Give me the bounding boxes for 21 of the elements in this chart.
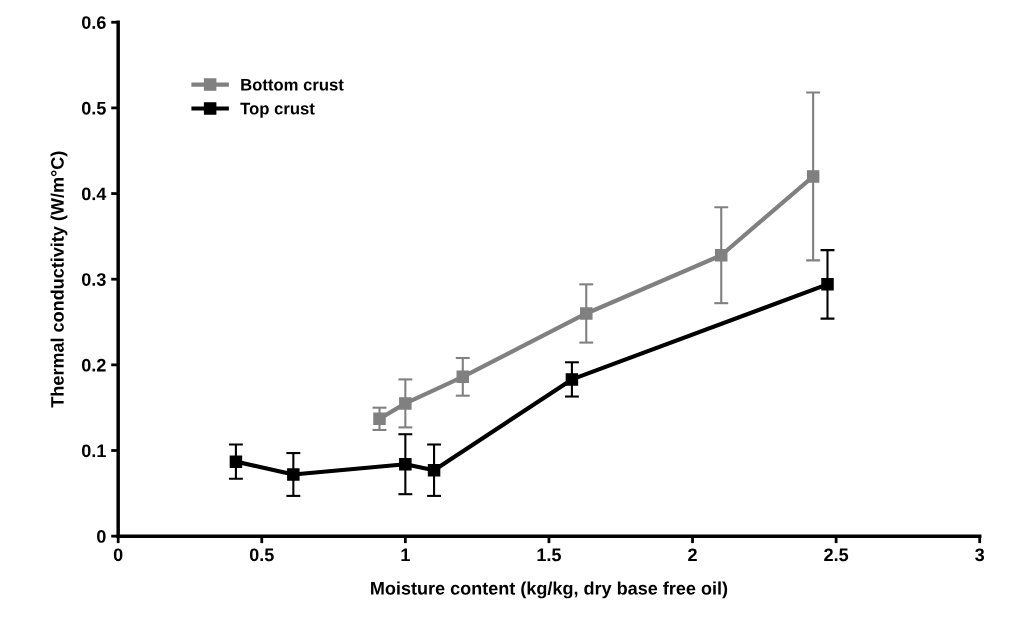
y-tick-label: 0.4 xyxy=(81,187,107,201)
y-tick-label: 0.6 xyxy=(81,16,106,29)
y-tick-label: 0 xyxy=(97,530,106,543)
y-tick-label: 0.5 xyxy=(81,101,106,115)
y-tick-label: 0.3 xyxy=(81,273,106,286)
x-tick-label: 1.5 xyxy=(537,548,561,562)
point xyxy=(399,397,412,410)
y-tick-label: 0.2 xyxy=(81,358,106,372)
legend-label: Bottom crust xyxy=(241,78,344,91)
x-tick-label: 3 xyxy=(975,548,985,562)
point xyxy=(580,307,593,320)
y-tick-label: 0.1 xyxy=(81,444,106,458)
point xyxy=(287,468,300,481)
x-axis-title: Moisture content (kg/kg, dry base free oil) xyxy=(371,581,728,599)
legend-label: Top crust xyxy=(240,102,315,118)
x-tick-label: 0 xyxy=(113,548,123,562)
y-axis-title: Thermal conductivity (W/m°C) xyxy=(50,151,68,408)
x-tick-label: 2.5 xyxy=(824,548,849,562)
x-tick-label: 0.5 xyxy=(249,548,274,562)
x-tick-label: 2 xyxy=(688,548,697,562)
x-tick-label: 1 xyxy=(401,548,410,562)
